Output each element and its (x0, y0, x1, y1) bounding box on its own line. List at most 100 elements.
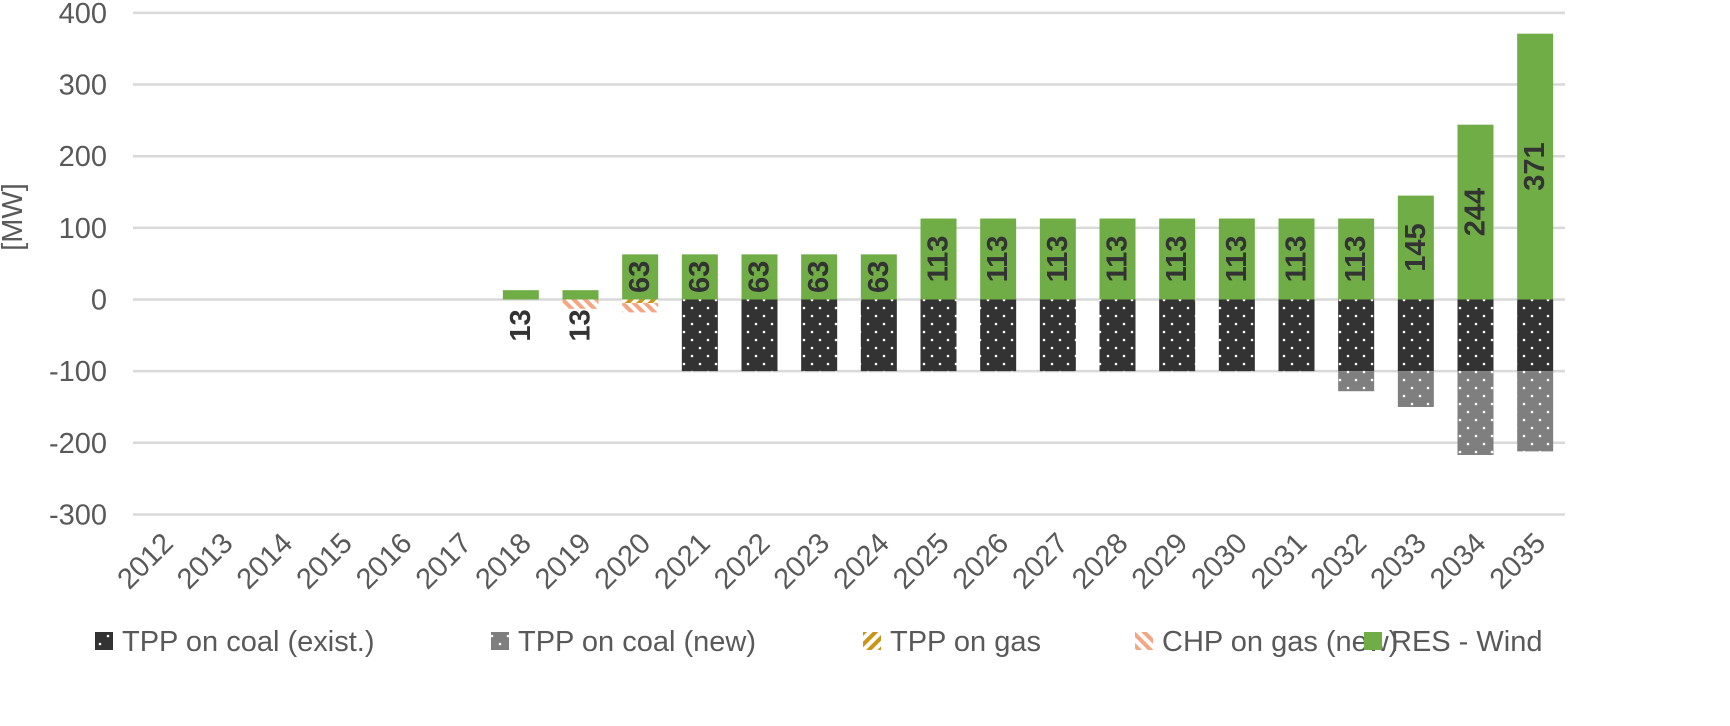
gridlines (133, 11, 1565, 516)
data-label-2034: 244 (1460, 188, 1492, 236)
bar-tpp-on-coal-exist-2031 (1278, 299, 1315, 372)
x-tick-label: 2012 (112, 527, 180, 595)
y-tick-label: 100 (59, 213, 107, 245)
bar-res-wind-2021 (681, 254, 718, 300)
bar-res-wind-2030 (1218, 218, 1255, 300)
x-tick-label: 2035 (1484, 527, 1552, 595)
legend-swatch (1135, 632, 1153, 650)
x-tick-label: 2015 (291, 527, 359, 595)
y-tick-label: -300 (49, 499, 107, 531)
x-tick-label: 2020 (589, 527, 657, 595)
legend-label: TPP on coal (new) (518, 626, 756, 658)
y-tick-label: -100 (49, 356, 107, 388)
bar-tpp-on-coal-exist-2026 (980, 299, 1017, 372)
x-tick-label: 2019 (529, 527, 597, 595)
x-tick-label: 2033 (1365, 527, 1433, 595)
bar-res-wind-2035 (1517, 33, 1554, 300)
x-tick-label: 2023 (768, 527, 836, 595)
bar-res-wind-2019 (562, 290, 599, 300)
bar-chp-on-gas-new-2019 (562, 299, 599, 309)
y-tick-label: 0 (91, 285, 107, 317)
legend: TPP on coal (exist.) TPP on coal (new) TPP… (95, 626, 1542, 658)
bar-res-wind-2025 (920, 218, 957, 300)
bar-res-wind-2024 (860, 254, 897, 300)
bar-res-wind-2022 (741, 254, 778, 300)
x-tick-label: 2034 (1424, 527, 1492, 595)
y-tick-label: -200 (49, 428, 107, 460)
bar-res-wind-2032 (1338, 218, 1375, 300)
x-tick-label: 2016 (350, 527, 418, 595)
data-label-2029: 113 (1161, 236, 1193, 283)
bar-res-wind-2028 (1099, 218, 1136, 300)
data-label-2032: 113 (1340, 236, 1372, 283)
bar-tpp-on-coal-exist-2029 (1159, 299, 1196, 372)
bar-res-wind-2020 (622, 254, 659, 300)
bar-tpp-on-coal-new-2033 (1397, 371, 1434, 407)
y-tick-label: 400 (59, 0, 107, 30)
data-label-2027: 113 (1042, 236, 1074, 283)
bar-tpp-on-coal-exist-2035 (1517, 299, 1554, 372)
y-tick-label: 300 (59, 70, 107, 102)
data-label-2020: 63 (624, 261, 656, 293)
bar-tpp-on-coal-exist-2025 (920, 299, 957, 372)
data-label-2031: 113 (1281, 236, 1313, 283)
data-label-2025: 113 (923, 236, 955, 283)
bar-res-wind-2023 (801, 254, 838, 300)
y-axis-label: [MW] (0, 183, 29, 251)
bar-tpp-on-coal-exist-2021 (681, 299, 718, 372)
x-tick-label: 2013 (171, 527, 239, 595)
x-axis-ticks: 2012201320142015201620172018201920202021… (112, 527, 1553, 595)
bar-tpp-on-gas-2020 (622, 299, 659, 304)
bar-tpp-on-coal-new-2034 (1457, 371, 1494, 455)
bar-res-wind-2029 (1159, 218, 1196, 300)
x-tick-label: 2024 (828, 527, 896, 595)
data-label-2024: 63 (863, 261, 895, 293)
bar-tpp-on-coal-exist-2032 (1338, 299, 1375, 372)
bar-res-wind-2031 (1278, 218, 1315, 300)
data-label-2018: 13 (505, 309, 537, 341)
bar-tpp-on-coal-exist-2023 (801, 299, 838, 372)
data-label-2030: 113 (1221, 236, 1253, 283)
data-label-2023: 63 (803, 261, 835, 293)
bar-res-wind-2018 (502, 290, 539, 300)
bar-res-wind-2027 (1039, 218, 1076, 300)
legend-swatch (491, 632, 509, 650)
bar-res-wind-2033 (1397, 195, 1434, 300)
x-tick-label: 2026 (947, 527, 1015, 595)
data-labels: 13 13 63 63 63 63 63 113 113 113 113 113 113 113 113 14… (505, 142, 1551, 341)
x-tick-label: 2022 (708, 527, 776, 595)
bar-tpp-on-coal-exist-2034 (1457, 299, 1494, 372)
legend-label: CHP on gas (new) (1162, 626, 1398, 658)
x-tick-label: 2029 (1126, 527, 1194, 595)
legend-label: TPP on gas (890, 626, 1041, 658)
bars (502, 33, 1554, 455)
bar-res-wind-2034 (1457, 124, 1494, 300)
x-tick-label: 2032 (1305, 527, 1373, 595)
legend-label: RES - Wind (1391, 626, 1542, 658)
bar-tpp-on-coal-exist-2024 (860, 299, 897, 372)
bar-tpp-on-coal-exist-2027 (1039, 299, 1076, 372)
bar-chp-on-gas-new-2020 (622, 303, 659, 313)
bar-tpp-on-coal-exist-2022 (741, 299, 778, 372)
legend-label: TPP on coal (exist.) (122, 626, 375, 658)
y-tick-label: 200 (59, 141, 107, 173)
x-tick-label: 2014 (231, 527, 299, 595)
x-tick-label: 2027 (1007, 527, 1075, 595)
x-tick-label: 2018 (470, 527, 538, 595)
x-tick-label: 2030 (1186, 527, 1254, 595)
legend-swatch (95, 632, 113, 650)
data-label-2033: 145 (1400, 223, 1432, 271)
legend-swatch (1364, 632, 1382, 650)
bar-tpp-on-coal-exist-2030 (1218, 299, 1255, 372)
x-tick-label: 2028 (1066, 527, 1134, 595)
x-tick-label: 2025 (887, 527, 955, 595)
x-tick-label: 2021 (649, 527, 717, 595)
data-label-2021: 63 (684, 261, 716, 293)
data-label-2026: 113 (982, 236, 1014, 283)
bar-res-wind-2026 (980, 218, 1017, 300)
x-tick-label: 2031 (1245, 527, 1313, 595)
data-label-2028: 113 (1102, 236, 1134, 283)
data-label-2022: 63 (744, 261, 776, 293)
y-axis-ticks: 400 300 200 100 0 -100 -200 -300 (49, 0, 107, 531)
